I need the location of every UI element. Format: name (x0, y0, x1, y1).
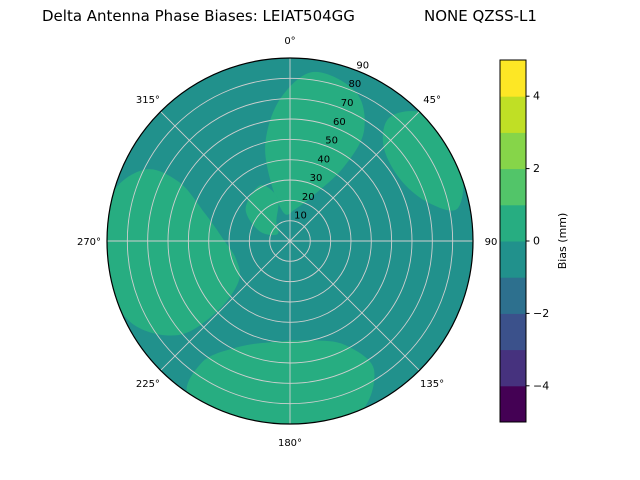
contour-patch-2 (186, 340, 375, 424)
colorbar-ticklabel-4: 4 (533, 90, 540, 103)
colorbar-band-5 (500, 204, 526, 242)
radial-label-90: 90 (356, 61, 369, 72)
angular-gridline-225 (160, 240, 291, 371)
radial-label-80: 80 (349, 79, 362, 90)
colorbar-ticklabel-2: 2 (533, 162, 540, 175)
polar-grid (106, 57, 474, 425)
colorbar-band-3 (500, 277, 526, 314)
radial-label-60: 60 (333, 117, 346, 128)
angular-label-135: 135° (420, 379, 444, 390)
colorbar: −4 −2 0 2 4 (499, 59, 549, 423)
radial-label-10: 10 (294, 211, 307, 222)
angular-label-180: 180° (278, 438, 302, 449)
colorbar-band-4 (500, 241, 526, 278)
radial-label-70: 70 (341, 98, 354, 109)
colorbar-band-2 (500, 313, 526, 351)
chart-title-right: NONE QZSS-L1 (424, 7, 537, 25)
angular-gridline-315 (160, 111, 291, 242)
colorbar-ticklabel-0: 0 (533, 235, 540, 248)
angular-label-45: 45° (423, 95, 441, 106)
colorbar-ticklabel--2: −2 (533, 307, 549, 320)
colorbar-band-6 (500, 168, 526, 206)
colorbar-axis-label: Bias (mm) (556, 213, 569, 270)
colorbar-band-7 (500, 132, 526, 170)
radial-label-20: 20 (302, 192, 315, 203)
polar-outline (106, 57, 474, 425)
radial-label-30: 30 (310, 173, 323, 184)
angular-label-0: 0° (284, 36, 295, 47)
colorbar-band-9 (500, 60, 526, 97)
colorbar-band-1 (500, 349, 526, 387)
angular-gridline-45 (289, 111, 420, 242)
colorbar-band-8 (500, 96, 526, 133)
colorbar-ticklabel--4: −4 (533, 379, 549, 392)
radial-label-40: 40 (317, 154, 330, 165)
chart-title-left: Delta Antenna Phase Biases: LEIAT504GG (42, 7, 355, 25)
angular-tick-labels: 0° 45° 90 135° 180° 225° 270° 315° (77, 36, 497, 449)
angular-label-270: 270° (77, 237, 101, 248)
colorbar-band-0 (500, 385, 526, 423)
contour-patch-1 (107, 169, 240, 336)
angular-label-315: 315° (136, 95, 160, 106)
angular-label-90: 90 (485, 237, 498, 248)
radial-tick-labels: 10 20 30 40 50 60 70 80 90 (294, 61, 369, 222)
angular-gridline-135 (289, 240, 420, 371)
angular-label-225: 225° (136, 379, 160, 390)
radial-label-50: 50 (325, 136, 338, 147)
